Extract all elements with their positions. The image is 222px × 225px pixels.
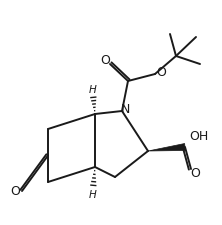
- Text: O: O: [190, 167, 200, 180]
- Text: O: O: [10, 185, 20, 198]
- Text: N: N: [120, 103, 130, 116]
- Text: O: O: [100, 54, 110, 67]
- Text: H: H: [89, 189, 97, 199]
- Text: OH: OH: [189, 130, 209, 143]
- Text: H: H: [89, 85, 97, 94]
- Polygon shape: [148, 144, 185, 151]
- Text: O: O: [156, 66, 166, 79]
